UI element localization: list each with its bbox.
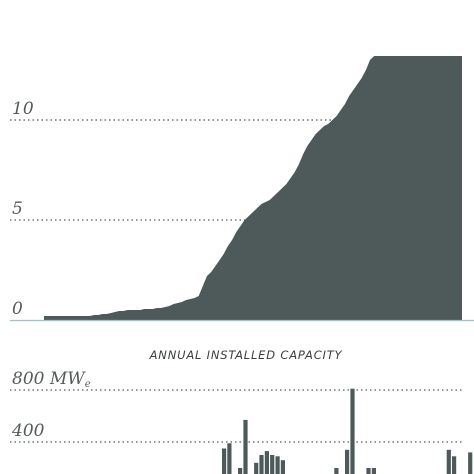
- area-y-tick-labels: 0 5 10: [12, 99, 34, 319]
- bar-40: [222, 448, 227, 474]
- bar-43: [238, 468, 243, 474]
- bar-49: [270, 455, 275, 474]
- bar-46: [254, 462, 259, 474]
- area-gridlines: [10, 119, 464, 221]
- bar-86: [468, 452, 473, 474]
- bar-gridlines: [10, 389, 464, 443]
- bar-61: [334, 468, 339, 474]
- bar-tick-label-400: 400: [11, 421, 45, 441]
- bar-47: [259, 455, 264, 474]
- bar-83: [452, 456, 457, 474]
- area-tick-label-10: 10: [12, 99, 34, 119]
- annual-capacity-title: ANNUAL INSTALLED CAPACITY: [149, 348, 343, 362]
- bar-41: [227, 443, 232, 474]
- bar-51: [280, 460, 285, 474]
- area-tick-label-0: 0: [12, 299, 23, 319]
- bar-44: [243, 419, 248, 474]
- cumulative-capacity-chart: 0 5 10: [10, 56, 474, 322]
- bar-50: [275, 456, 280, 474]
- bar-tick-label-800: 800 MWe: [12, 369, 91, 390]
- bar-67: [366, 468, 371, 474]
- cumulative-capacity-area: [44, 56, 462, 320]
- bar-82: [446, 449, 451, 474]
- bar-48: [264, 451, 269, 474]
- annual-capacity-bars: [222, 388, 473, 474]
- bar-64: [350, 388, 355, 474]
- bar-68: [371, 468, 376, 474]
- area-tick-label-5: 5: [12, 199, 23, 219]
- annual-capacity-chart: ANNUAL INSTALLED CAPACITY 400 800 MWe: [10, 348, 473, 474]
- bar-63: [345, 449, 350, 474]
- bar-y-tick-labels: 400 800 MWe: [11, 369, 91, 441]
